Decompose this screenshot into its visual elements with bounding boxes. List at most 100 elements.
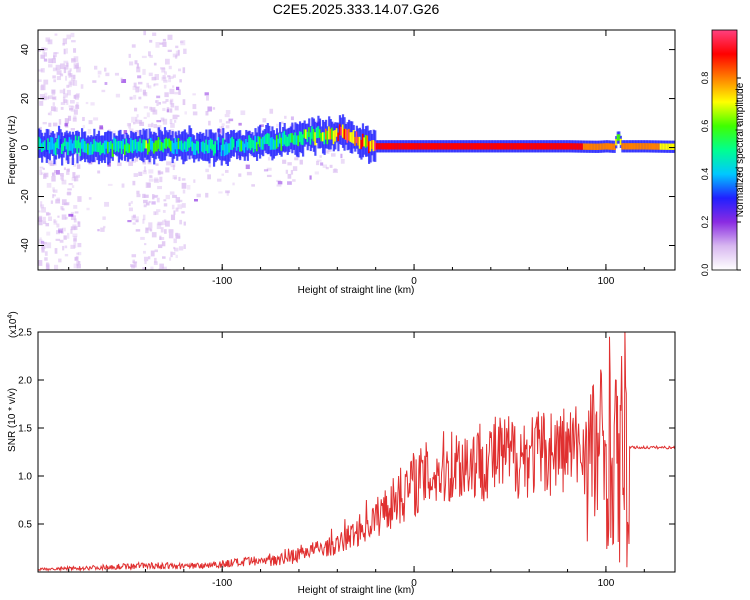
heat-noise-cell — [161, 220, 166, 226]
heat-ridge-cell — [280, 137, 283, 151]
heat-ridge-cell — [538, 143, 541, 150]
heat-noise-cell — [41, 244, 46, 249]
heat-noise-cell — [174, 105, 179, 111]
heat-noise-cell — [76, 263, 81, 269]
heat-ridge-cell — [503, 143, 506, 150]
heat-ridge-cell — [209, 138, 213, 149]
heat-noise-cell — [70, 228, 73, 234]
heat-noise-cell — [340, 153, 343, 159]
heat-noise-cell — [76, 252, 79, 255]
heat-noise-cell — [56, 223, 60, 228]
heat-noise-cell — [42, 121, 47, 125]
heat-noise-cell — [168, 77, 172, 83]
heat-noise-cell — [44, 47, 48, 51]
heat-noise-cell — [156, 95, 161, 99]
heat-noise-cell — [40, 54, 45, 59]
heat-ridge-cell — [51, 137, 55, 150]
heat-ridge-cell — [410, 143, 414, 150]
heat-noise-cell — [309, 175, 312, 180]
heat-noise-cell — [138, 171, 143, 176]
heat-ridge-cell — [159, 139, 162, 152]
heat-ridge-cell — [80, 139, 84, 149]
heat-ridge-cell — [62, 142, 65, 152]
heat-noise-cell — [61, 208, 65, 211]
snr-panel: -100 0 100 0.5 1.0 1.5 2.0 2.5 Height of straig… — [7, 311, 676, 596]
heat-ridge-cell — [380, 143, 383, 150]
heat-noise-cell — [48, 64, 53, 68]
heat-ridge-cell — [74, 135, 78, 149]
heat-noise-cell — [128, 53, 131, 58]
heat-noise-cell — [169, 129, 174, 133]
heat-ridge-cell — [71, 143, 74, 154]
heat-noise-cell — [177, 114, 180, 118]
heat-noise-cell — [131, 215, 136, 221]
heat-ridge-cell — [82, 138, 85, 153]
heat-ridge-cell — [605, 143, 609, 150]
heat-noise-cell — [38, 49, 41, 52]
heat-noise-cell — [232, 182, 235, 186]
heat-noise-cell — [159, 237, 165, 240]
spectrogram-frame — [37, 29, 676, 271]
heat-noise-cell — [172, 175, 178, 180]
heat-ridge-cell — [572, 143, 575, 150]
heat-ridge-cell — [498, 143, 501, 150]
heat-ridge-cell — [463, 143, 466, 150]
heat-noise-cell — [142, 218, 145, 224]
heat-ridge-cell — [432, 143, 435, 150]
heat-noise-cell — [62, 96, 66, 103]
heat-ridge-cell — [381, 143, 385, 150]
heat-noise-cell — [62, 38, 68, 45]
heat-ridge-cell — [108, 142, 111, 152]
heat-noise-cell — [159, 42, 164, 45]
heat-noise-cell — [69, 107, 73, 111]
heat-ridge-cell — [427, 143, 431, 150]
heat-noise-cell — [66, 84, 70, 88]
heat-ridge-cell — [418, 143, 421, 150]
heat-noise-cell — [331, 153, 336, 157]
heat-ridge-cell — [223, 144, 226, 157]
heat-ridge-cell — [317, 126, 320, 138]
heat-ridge-cell — [275, 135, 279, 149]
heat-ridge-cell — [512, 143, 515, 150]
heat-noise-cell — [169, 191, 175, 195]
heat-noise-cell — [54, 33, 58, 36]
heat-ridge-cell — [229, 138, 233, 150]
heat-noise-cell — [171, 204, 175, 210]
heat-ridge-cell — [604, 143, 607, 150]
heat-noise-cell — [65, 48, 68, 54]
heat-noise-cell — [314, 171, 319, 175]
heat-ridge-cell — [360, 139, 363, 150]
heat-noise-cell — [154, 177, 159, 182]
heat-noise-cell — [66, 99, 69, 105]
heat-ridge-cell — [533, 143, 536, 150]
heat-ridge-cell — [208, 139, 211, 154]
snr-ytick-label: 1.5 — [18, 424, 32, 435]
heat-ridge-cell — [202, 141, 205, 153]
heat-noise-cell — [120, 77, 123, 82]
heat-ridge-cell — [107, 141, 110, 154]
heat-noise-cell — [38, 210, 41, 213]
heat-ridge-cell — [302, 134, 305, 146]
heat-noise-cell — [80, 84, 84, 89]
heat-ridge-cell — [67, 142, 70, 156]
heat-noise-cell — [148, 200, 151, 204]
heat-ridge-cell — [254, 135, 257, 150]
heat-noise-cell — [62, 43, 65, 46]
heat-ridge-cell — [252, 140, 256, 153]
heat-noise-cell — [153, 261, 158, 265]
heat-noise-cell — [131, 116, 135, 123]
heat-ridge-cell — [179, 141, 182, 150]
heat-noise-cell — [225, 110, 231, 115]
heat-noise-cell — [73, 94, 76, 99]
heat-noise-cell — [47, 112, 51, 116]
heat-ridge-cell — [191, 141, 194, 152]
heat-ridge-cell — [185, 141, 188, 152]
heat-ridge-cell — [589, 143, 592, 150]
heat-noise-cell — [45, 211, 50, 216]
heat-noise-cell — [52, 52, 57, 58]
snr-series-line — [38, 332, 675, 572]
heat-ridge-cell — [616, 134, 619, 141]
heat-noise-cell — [161, 67, 166, 73]
heat-ridge-cell — [99, 141, 102, 156]
heat-ridge-cell — [217, 137, 220, 151]
